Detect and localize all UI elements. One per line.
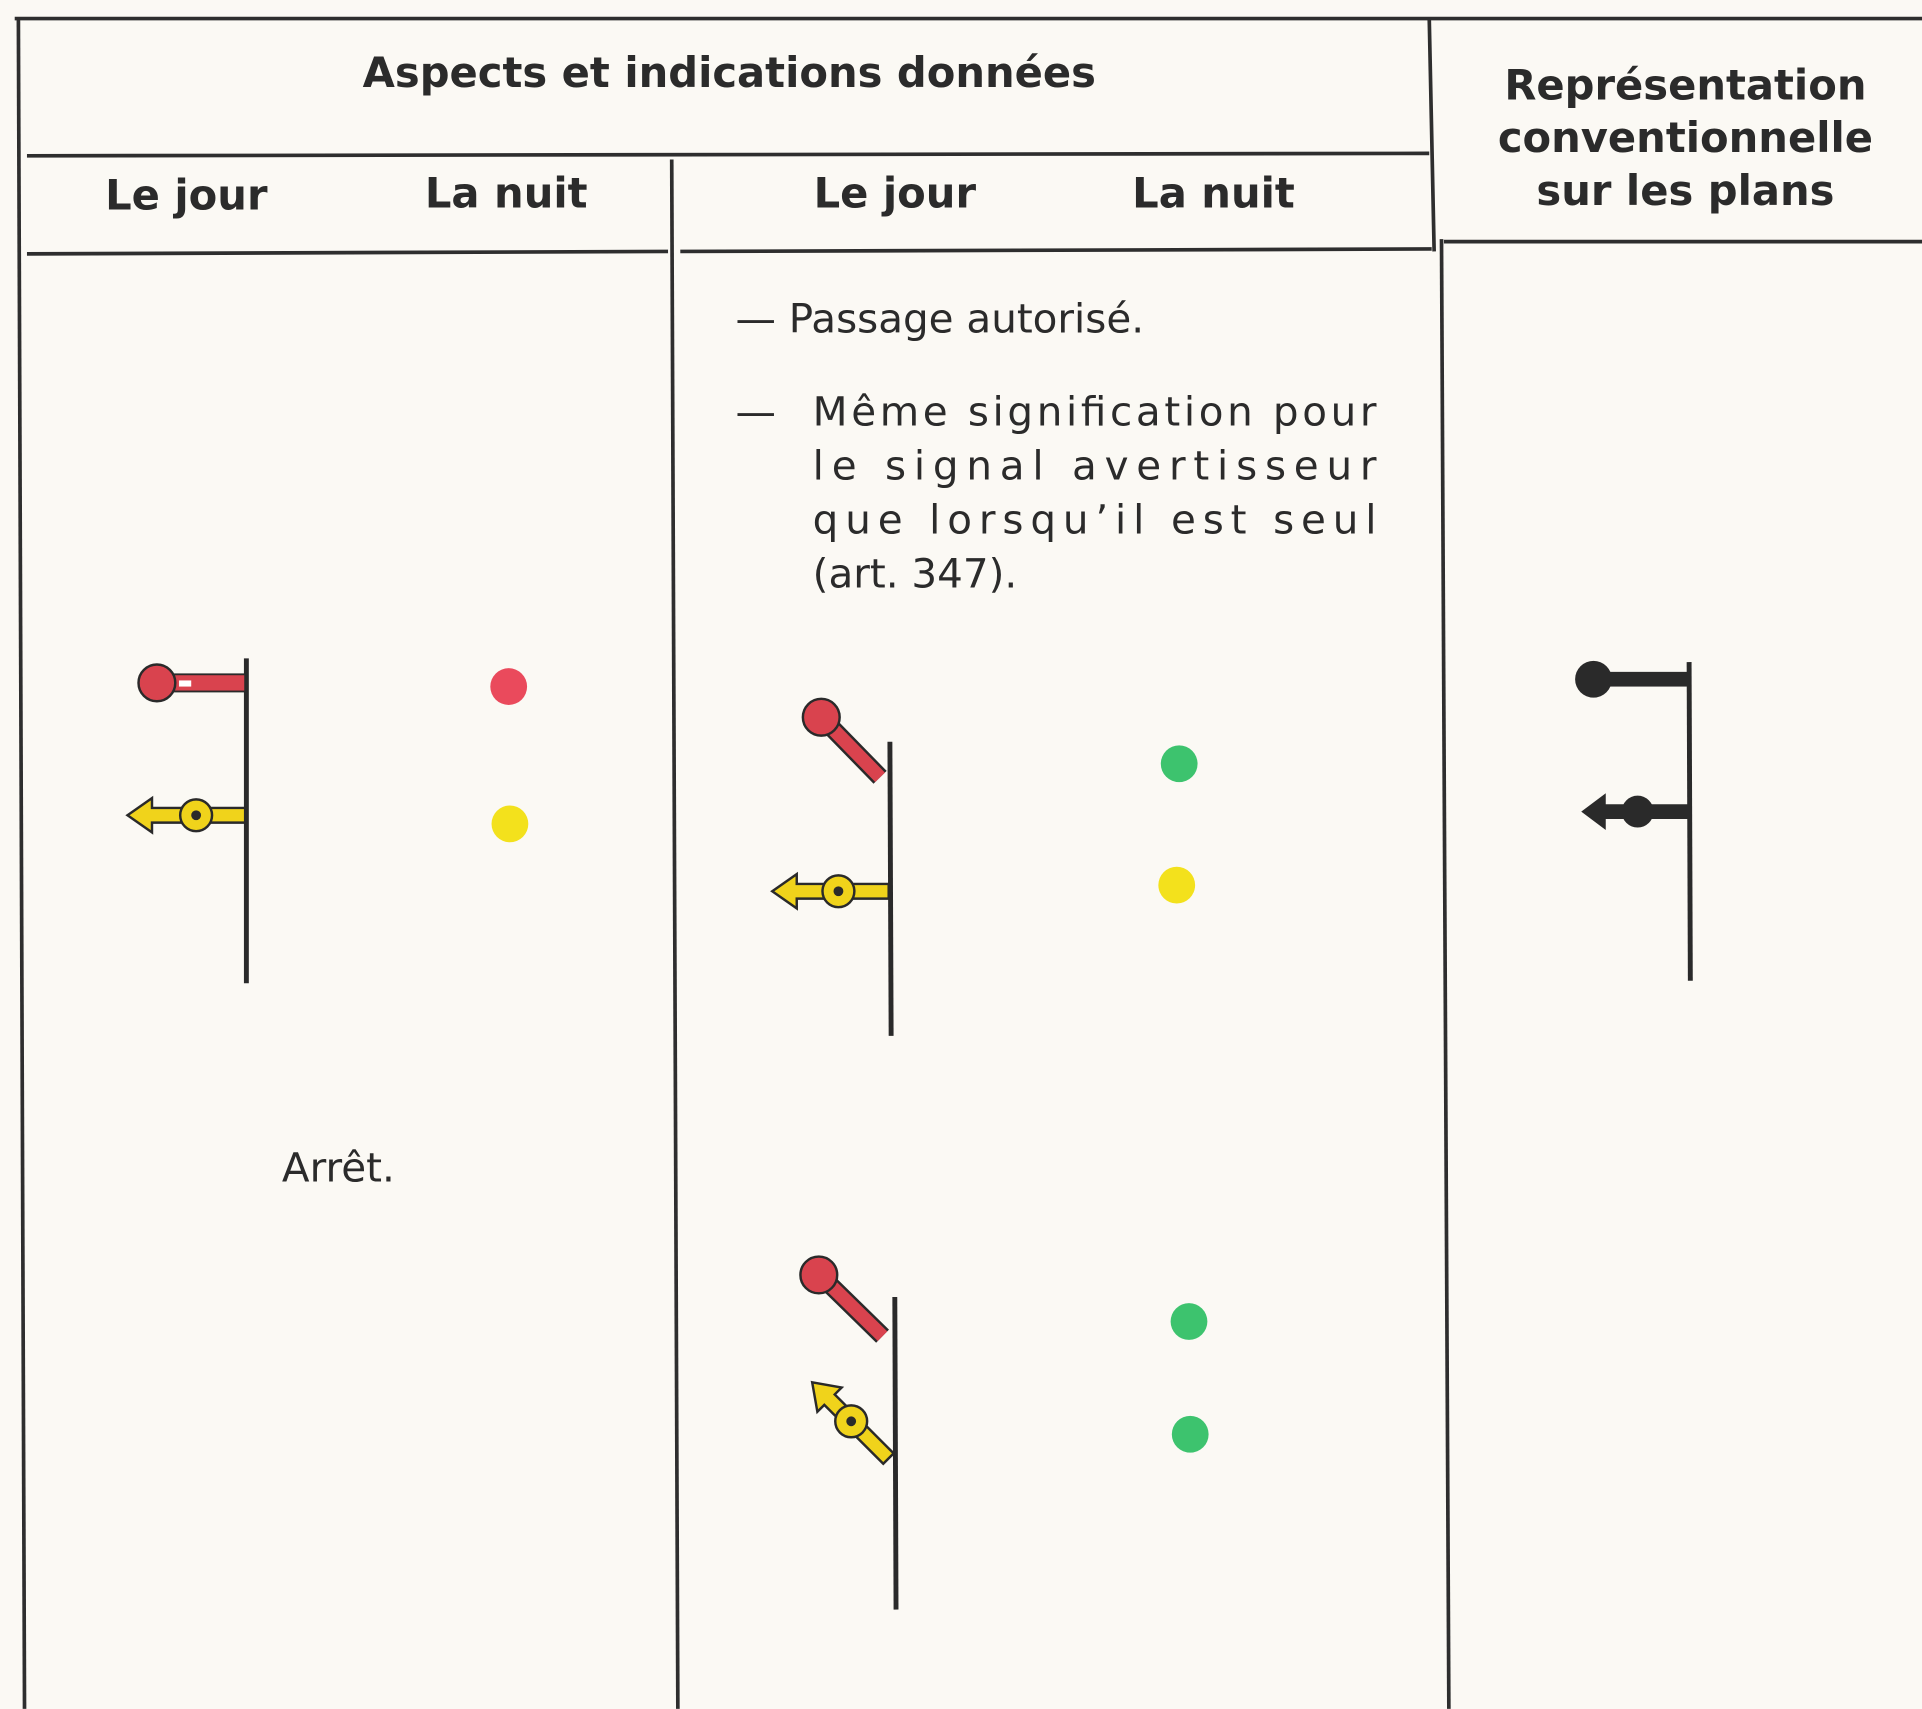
indication-line: (art. 347). <box>813 549 1018 597</box>
night-light <box>491 805 529 843</box>
indication: Arrêt. <box>282 1144 395 1192</box>
night-light <box>490 668 528 705</box>
rule <box>680 247 1432 254</box>
signal-disc <box>799 1255 839 1295</box>
signal-pole <box>892 1296 899 1610</box>
signal-pivot <box>846 1416 857 1427</box>
indication-dash: — <box>735 387 775 435</box>
rule <box>669 159 680 1709</box>
signal-pivot <box>191 810 202 821</box>
indication-line: le signal avertisseur <box>813 441 1377 489</box>
signal-arm <box>822 718 885 782</box>
rule <box>26 249 669 256</box>
symbol-pole <box>1686 662 1693 981</box>
night-light <box>1160 745 1198 783</box>
night-light <box>1158 866 1196 904</box>
signal-pivot <box>833 886 844 897</box>
symbol-disc <box>1575 660 1612 698</box>
rule <box>1439 239 1451 1709</box>
day-signal <box>799 1255 899 1610</box>
signal-arm <box>821 1276 888 1342</box>
indication-line: Même signification pour <box>813 387 1377 435</box>
rule <box>1427 18 1436 252</box>
signal-disc <box>801 697 841 737</box>
day-signal <box>770 697 894 1036</box>
header-title: Aspects et indications données <box>363 48 1096 97</box>
table-rules <box>14 16 1922 1709</box>
signal-arrow-group <box>810 1380 896 1466</box>
column-header: Le jour <box>814 168 977 217</box>
day-signal <box>125 658 249 984</box>
column-header: Le jour <box>105 171 268 220</box>
signal-pole <box>887 741 894 1036</box>
indication: — Passage autorisé. <box>735 294 1144 342</box>
symbol-arm <box>1593 671 1690 687</box>
rule <box>16 18 27 1709</box>
plan-symbol <box>1575 660 1693 981</box>
header-representation: conventionnelle <box>1498 113 1873 162</box>
rule <box>26 151 1430 158</box>
column-header: La nuit <box>1132 168 1295 217</box>
night-light <box>1170 1303 1208 1340</box>
symbol-disc <box>1621 795 1654 828</box>
header-representation: sur les plans <box>1536 166 1834 215</box>
signal-arm-stripe <box>178 680 192 687</box>
signal-disc <box>137 663 177 703</box>
night-light <box>1171 1415 1209 1453</box>
indication-line: que lorsqu’il est seul <box>813 495 1377 543</box>
column-header: La nuit <box>425 168 588 217</box>
header-representation: Représentation <box>1504 60 1866 109</box>
